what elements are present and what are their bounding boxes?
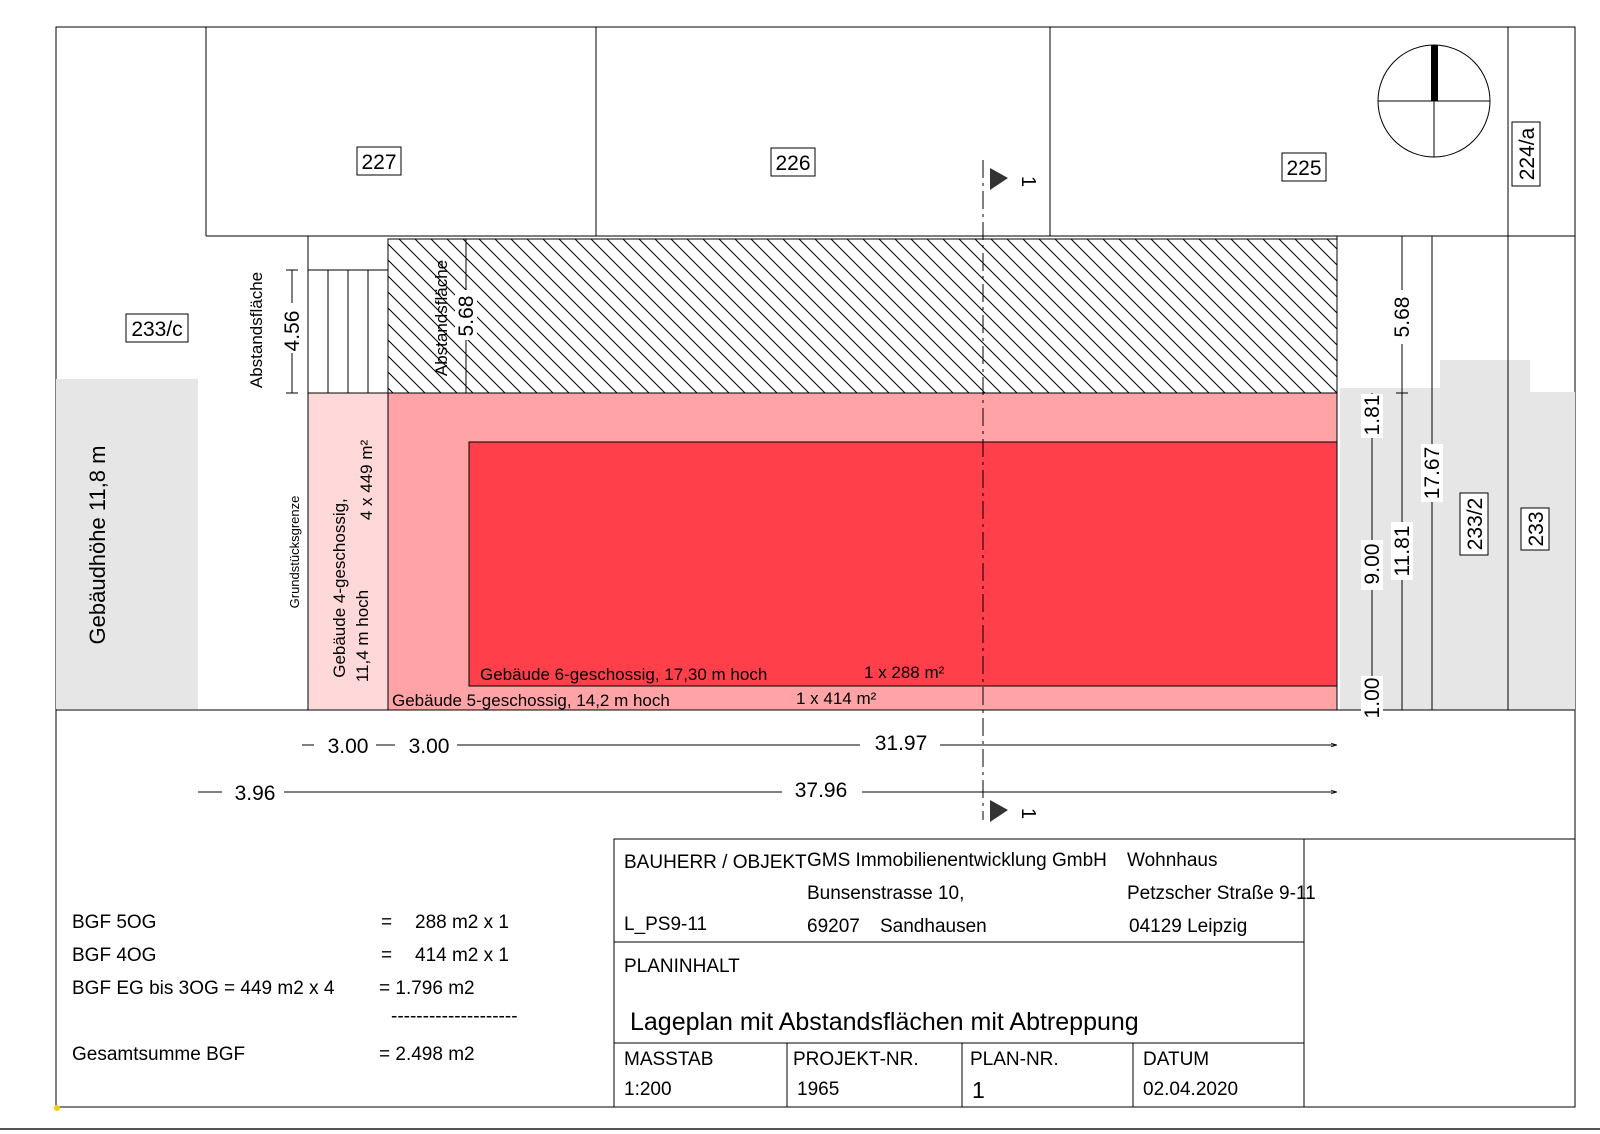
parcel-box [1281,152,1327,182]
grundstuecksgrenze-label: Grundstücksgrenze [287,496,302,609]
dim-label-bg [860,730,940,756]
dim-1-81: 1.81 [1361,395,1384,436]
datum-value: 02.04.2020 [1143,1079,1238,1100]
building-4-geschossig [307,392,389,711]
dim-label-bg [782,777,862,803]
planinhalt-label: PLANINHALT [624,956,740,977]
object-name: Wohnhaus [1127,850,1218,871]
object-street: Petzscher Straße 9-11 [1127,883,1316,904]
dim-37-96: 37.96 [795,779,848,802]
dim-label-bg [314,732,376,758]
building5-label: Gebäude 5-geschossig, 14,2 m hoch [392,691,670,710]
dim-31-97: 31.97 [875,732,928,755]
object-city: 04129 Leipzig [1129,916,1247,937]
building-6-geschossig [468,441,1338,687]
planinhalt-value: Lageplan mit Abstandsflächen mit Abtrepp… [630,1008,1139,1036]
abstandsflaeche-mid-label: Abstandsfläche [432,260,451,376]
bgf-row2-label: BGF 4OG [72,945,156,966]
projekt-value: 1965 [797,1079,839,1100]
dim-label-bg [1391,522,1413,580]
plan-value: 1 [972,1077,985,1103]
bgf-row1-label: BGF 5OG [72,912,156,933]
dim-label-bg [1361,394,1383,438]
parcel-box [356,146,402,176]
parcel-box [125,313,189,343]
dim-3-96: 3.96 [235,782,276,805]
title-block [613,838,1576,1108]
abstandsflaeche-left-label: Abstandsfläche [247,272,266,388]
masstab-value: 1:200 [624,1079,672,1100]
building4-label-line2: 11,4 m hoch [353,590,372,682]
parcel-224a: 224/a [1516,127,1539,180]
bgf-row2-eq: = [381,945,392,966]
dim-label-bg [1421,444,1443,502]
bgf-row3-label: BGF EG bis 3OG = 449 m2 x 4 [72,978,335,999]
dim-4-56: 4.56 [281,311,304,352]
parcel-226: 226 [775,152,810,175]
dim-label-bg [1361,676,1383,720]
bauherr-city: Sandhausen [880,916,987,937]
parcel-box [1459,492,1489,556]
section-marker-top: 1 [1017,176,1039,187]
dim-3-00-a: 3.00 [328,735,369,758]
bgf-row3-value: = 1.796 m2 [379,978,475,999]
neighbor-building-left [56,379,198,709]
section-marker-bottom-icon [990,800,1008,822]
neighbor-building-right [1340,360,1575,710]
bgf-separator: -------------------- [391,1006,518,1027]
dim-9-00: 9.00 [1361,544,1384,585]
parcel-233: 233 [1525,511,1548,546]
building6-label: Gebäude 6-geschossig, 17,30 m hoch [480,665,767,684]
north-arrow-needle [1431,45,1438,101]
parcel-box [1511,121,1541,187]
datum-label: DATUM [1143,1049,1209,1070]
building4-area: 4 x 449 m² [357,440,376,521]
parcel-233c: 233/c [131,318,182,341]
plan-label: PLAN-NR. [970,1049,1059,1070]
parcel-233-2: 233/2 [1464,498,1487,551]
bauherr-street: Bunsenstrasse 10, [807,883,964,904]
parcel-box [770,147,816,177]
bgf-row2-value: 414 m2 x 1 [415,945,509,966]
dim-1-00: 1.00 [1361,678,1384,719]
bgf-total-value: = 2.498 m2 [379,1044,475,1065]
corner-dot [54,1105,60,1111]
parcel-225: 225 [1286,157,1321,180]
neighbor-height-label: Gebäudhöhe 11,8 m [85,446,110,645]
bauherr-label: BAUHERR / OBJEKT [624,852,807,873]
dim-17-67: 17.67 [1421,447,1444,500]
masstab-label: MASSTAB [624,1049,713,1070]
building4-label-line1: Gebäude 4-geschossig, [330,498,349,678]
parcel-227: 227 [361,151,396,174]
section-marker-top-icon [990,168,1008,190]
projekt-label: PROJEKT-NR. [793,1049,919,1070]
bauherr-zip: 69207 [807,916,860,937]
section-marker-bottom: 1 [1017,808,1039,819]
dim-label-bg [1361,540,1383,590]
building5-area: 1 x 414 m² [796,689,877,708]
bauherr-name: GMS Immobilienentwicklung GmbH [807,850,1107,871]
project-code: L_PS9-11 [624,914,707,935]
bgf-total-label: Gesamtsumme BGF [72,1044,245,1065]
dim-3-00-b: 3.00 [409,735,450,758]
bgf-row1-value: 288 m2 x 1 [415,912,509,933]
abstandsflaeche-hatch [387,238,1338,394]
dim-11-81: 11.81 [1391,526,1414,577]
dim-5-68-left: 5.68 [455,296,478,337]
dim-label-bg [222,780,284,806]
dim-label-bg [281,303,303,353]
dim-label-bg [395,732,457,758]
building6-area: 1 x 288 m² [864,663,945,682]
bgf-row1-eq: = [381,912,392,933]
dim-5-68-right: 5.68 [1391,297,1414,338]
dim-label-bg [1391,290,1413,344]
dim-label-bg [455,290,477,340]
parcel-box [1520,507,1550,551]
